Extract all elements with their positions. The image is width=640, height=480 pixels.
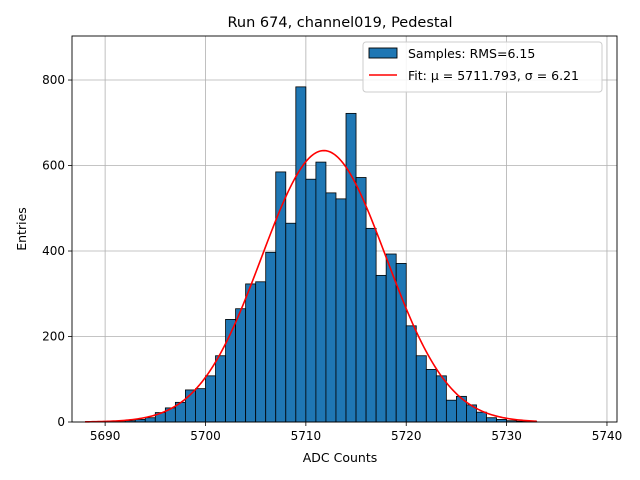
histogram-bar bbox=[315, 161, 327, 423]
histogram-bar bbox=[415, 355, 427, 423]
y-tick-label: 0 bbox=[57, 415, 65, 429]
x-axis-ticks: 5690 5700 5710 5720 5730 5740 bbox=[90, 422, 622, 443]
histogram-bar bbox=[335, 198, 347, 423]
x-tick-label: 5740 bbox=[592, 429, 623, 443]
histogram-bar bbox=[255, 281, 267, 423]
histogram-bars bbox=[104, 86, 538, 423]
y-axis-ticks: 0 200 400 600 800 bbox=[42, 73, 72, 429]
histogram-bar bbox=[486, 417, 497, 423]
histogram-bar bbox=[435, 375, 447, 423]
x-tick-label: 5730 bbox=[491, 429, 522, 443]
legend-box bbox=[362, 41, 603, 93]
y-tick-label: 200 bbox=[42, 330, 65, 344]
histogram-bar bbox=[425, 369, 437, 423]
histogram-bar bbox=[285, 222, 297, 423]
histogram-bar bbox=[355, 177, 367, 423]
histogram-bar bbox=[365, 227, 377, 423]
y-tick-label: 800 bbox=[42, 73, 65, 87]
histogram-bar bbox=[345, 112, 357, 423]
histogram-bar bbox=[445, 399, 457, 423]
legend-swatch-samples bbox=[368, 47, 398, 59]
histogram-bar bbox=[144, 417, 156, 423]
y-tick-label: 400 bbox=[42, 244, 65, 258]
chart-title: Run 674, channel019, Pedestal bbox=[227, 15, 452, 31]
histogram-bar bbox=[265, 251, 277, 423]
y-axis-label: Entries bbox=[14, 207, 29, 251]
plot-frame bbox=[71, 35, 618, 423]
x-axis-label: ADC Counts bbox=[303, 450, 378, 465]
histogram-bar bbox=[375, 274, 387, 423]
legend-label-fit: Fit: μ = 5711.793, σ = 6.21 bbox=[408, 68, 579, 83]
histogram-bar bbox=[405, 325, 417, 423]
x-tick-label: 5700 bbox=[190, 429, 221, 443]
y-tick-label: 600 bbox=[42, 159, 65, 173]
histogram-bar bbox=[305, 178, 317, 423]
histogram-bar bbox=[295, 86, 307, 423]
legend-label-samples: Samples: RMS=6.15 bbox=[408, 46, 535, 61]
histogram-bar bbox=[325, 192, 337, 423]
x-tick-label: 5710 bbox=[291, 429, 322, 443]
fit-curve bbox=[85, 149, 537, 423]
histogram-bar bbox=[245, 283, 257, 423]
x-tick-label: 5690 bbox=[90, 429, 121, 443]
histogram-bar bbox=[195, 388, 206, 423]
histogram-bar bbox=[235, 308, 247, 423]
x-tick-label: 5720 bbox=[391, 429, 422, 443]
legend: Samples: RMS=6.15 Fit: μ = 5711.793, σ =… bbox=[362, 41, 603, 93]
histogram-bar bbox=[476, 411, 487, 423]
histogram-bar bbox=[205, 375, 216, 423]
histogram-bar bbox=[215, 355, 226, 423]
